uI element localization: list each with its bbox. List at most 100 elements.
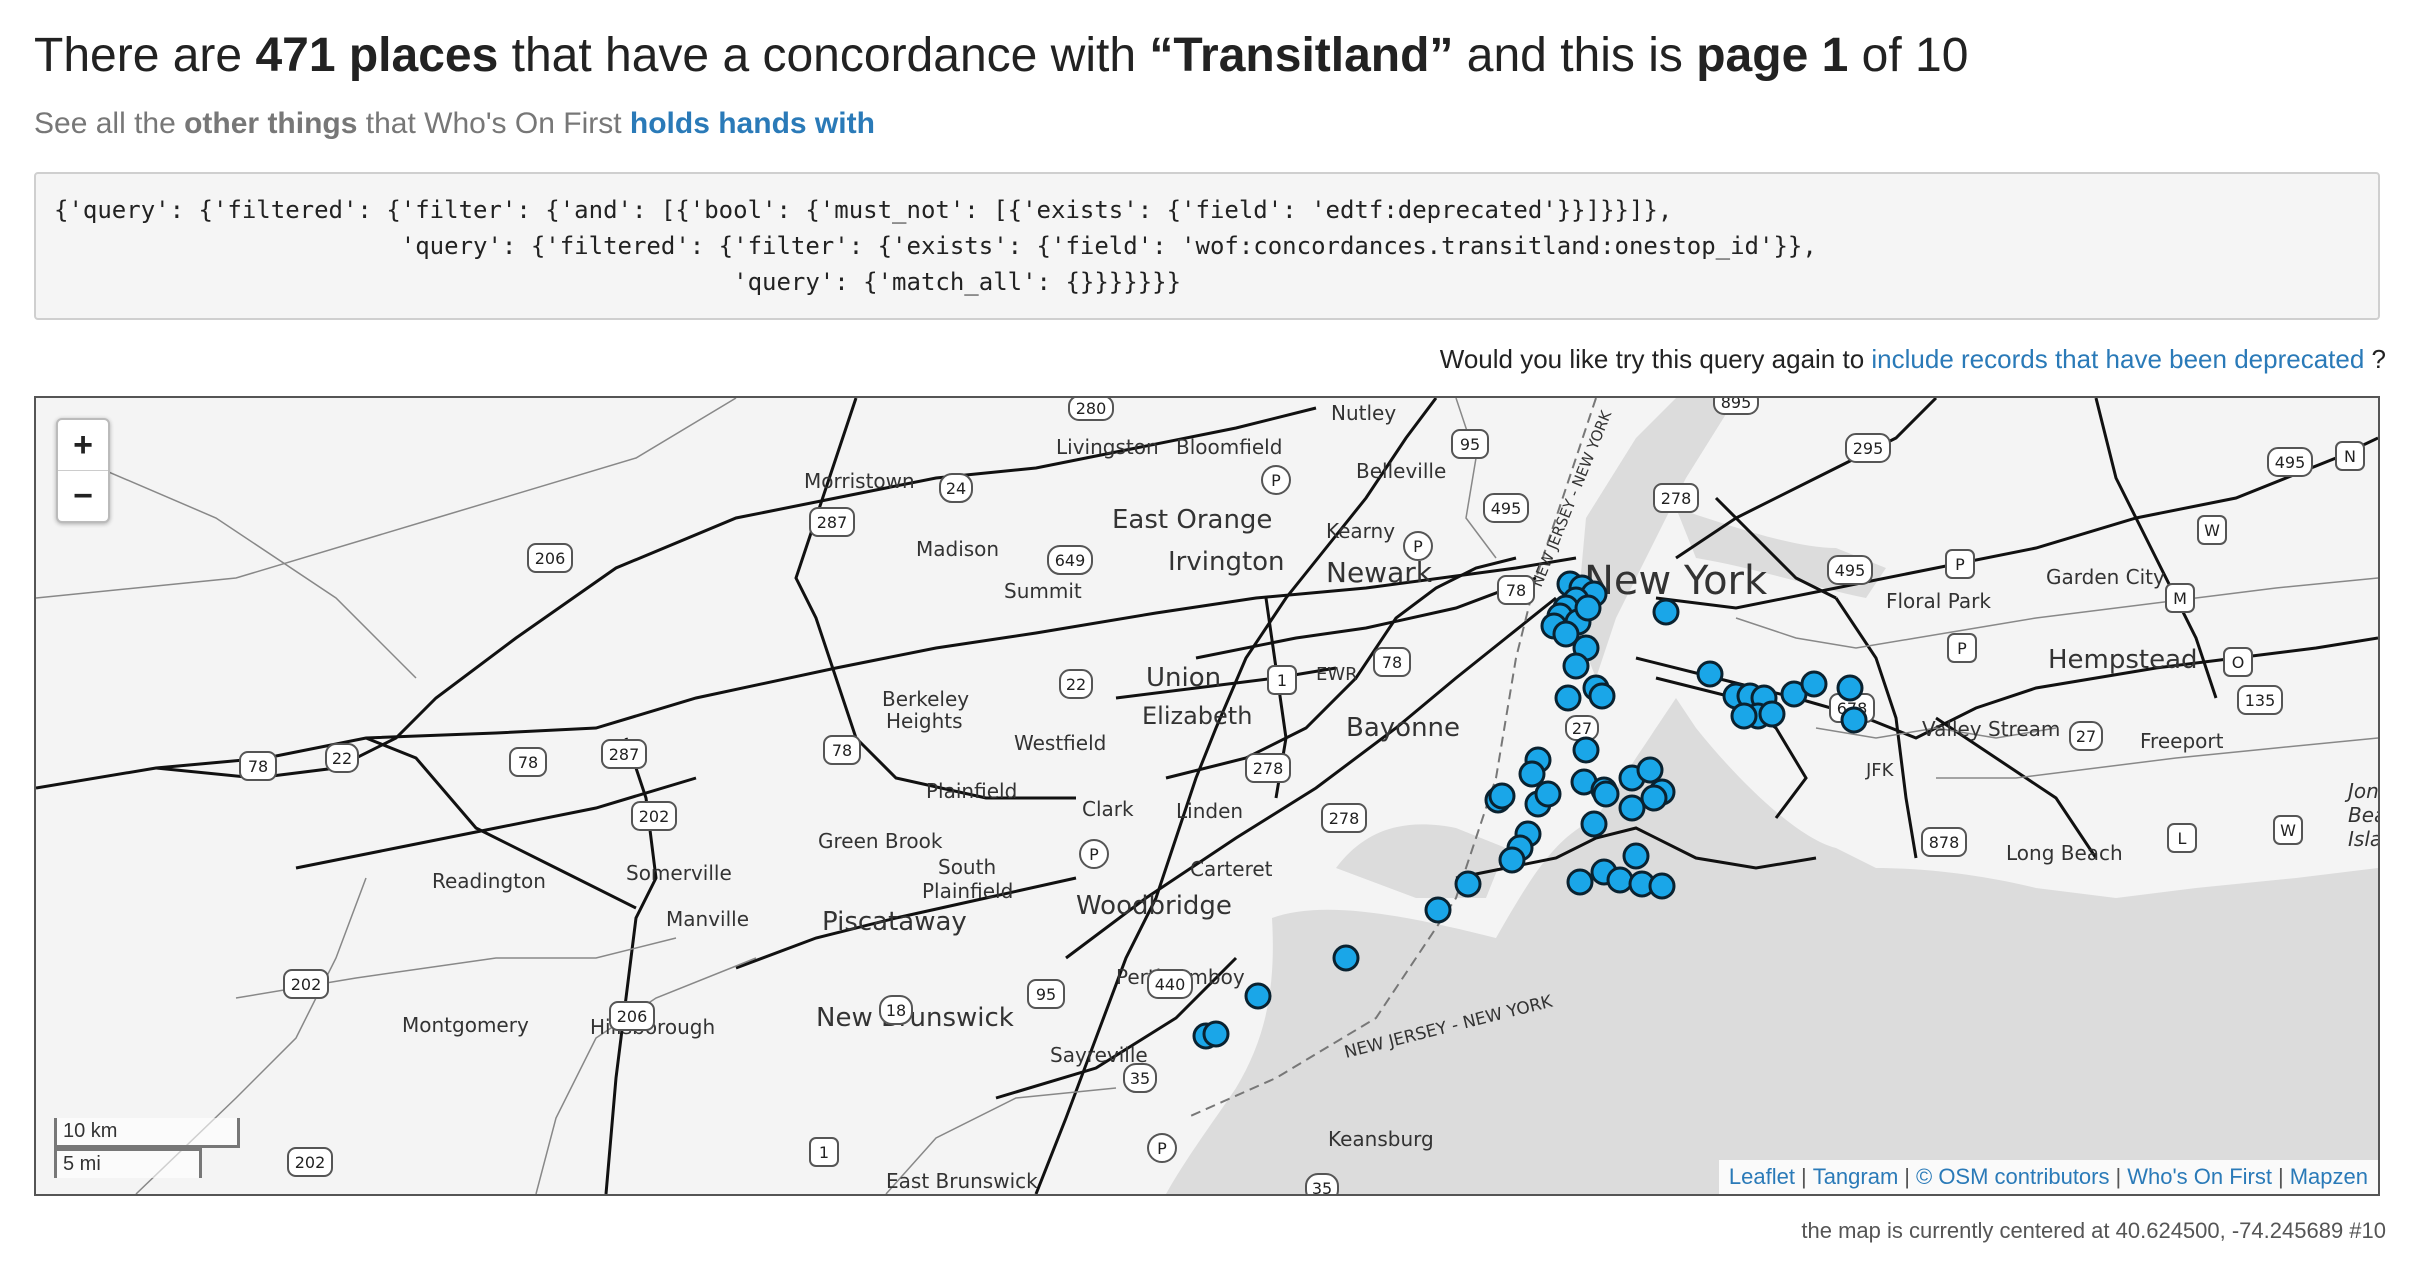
route-shield: 649 [1047,545,1093,575]
svg-text:287: 287 [609,745,640,764]
place-markers[interactable] [1192,570,1868,1050]
place-marker[interactable] [1648,872,1676,900]
svg-text:W: W [2204,521,2220,540]
place-marker[interactable] [1640,784,1668,812]
svg-text:649: 649 [1055,551,1086,570]
place-marker[interactable] [1574,594,1602,622]
map[interactable]: NEW JERSEY - NEW YORK NEW JERSEY - NEW Y… [34,396,2380,1196]
place-label: Bloomfield [1176,435,1282,459]
route-shield: 1 [1267,665,1297,695]
zoom-in-button[interactable]: + [73,426,93,464]
place-marker[interactable] [1562,652,1590,680]
place-label: Plainfield [922,879,1013,903]
place-label: Freeport [2140,729,2224,753]
route-shield: P [1079,839,1109,869]
place-marker[interactable] [1606,866,1634,894]
place-label: EWR [1316,664,1358,685]
subtitle: See all the other things that Who's On F… [34,104,875,144]
place-marker[interactable] [1534,780,1562,808]
route-shield: 22 [325,743,359,773]
route-shield: 280 [1068,398,1114,421]
place-labels: Nutley Livingston Bloomfield Belleville … [402,401,2378,1193]
place-marker[interactable] [1498,846,1526,874]
svg-text:202: 202 [639,807,670,826]
place-marker[interactable] [1424,896,1452,924]
place-marker[interactable] [1572,736,1600,764]
place-label: Long Beach [2006,841,2123,865]
place-marker[interactable] [1202,1020,1230,1048]
place-marker[interactable] [1636,756,1664,784]
route-shield: 1 [809,1137,839,1167]
place-marker[interactable] [1652,598,1680,626]
place-label: Readington [432,869,546,893]
title-text-3: and this is [1453,29,1697,82]
tangram-link[interactable]: Tangram [1812,1164,1899,1189]
mapzen-link[interactable]: Mapzen [2289,1164,2368,1189]
place-label: Montgomery [402,1013,529,1037]
route-shield: N [2335,441,2365,471]
place-marker[interactable] [1696,660,1724,688]
osm-link[interactable]: © OSM contributors [1916,1164,2110,1189]
place-marker[interactable] [1618,794,1646,822]
page-title: There are 471 places that have a concord… [34,26,1968,86]
place-label: Livingston [1056,435,1159,459]
route-shield: 78 [239,751,277,781]
leaflet-link[interactable]: Leaflet [1728,1164,1795,1189]
wof-link[interactable]: Who's On First [2127,1164,2272,1189]
route-shield: 202 [631,801,677,831]
scale-mi: 5 mi [54,1148,202,1178]
place-marker[interactable] [1622,842,1650,870]
zoom-out-button[interactable]: − [58,470,108,521]
place-marker[interactable] [1758,700,1786,728]
place-label: Valley Stream [1922,717,2060,741]
concordance-name: “Transitland” [1149,29,1454,82]
scale-km: 10 km [54,1118,240,1148]
place-label: Somerville [626,861,732,885]
svg-text:440: 440 [1155,975,1186,994]
include-deprecated-link[interactable]: include records that have been deprecate… [1871,344,2365,374]
map-tiles[interactable]: NEW JERSEY - NEW YORK NEW JERSEY - NEW Y… [36,398,2378,1194]
route-shield: 206 [527,543,573,573]
place-marker[interactable] [1730,702,1758,730]
route-shield: 287 [601,739,647,769]
place-marker[interactable] [1244,982,1272,1010]
place-marker[interactable] [1518,760,1546,788]
current-page: page 1 [1696,29,1849,82]
place-marker[interactable] [1800,670,1828,698]
route-shield: W [2273,815,2303,845]
route-shield: L [2167,823,2197,853]
place-label: East Brunswick [886,1169,1038,1193]
place-marker[interactable] [1332,944,1360,972]
retry-suffix: ? [2364,344,2386,374]
place-marker[interactable] [1592,780,1620,808]
place-marker[interactable] [1580,810,1608,838]
place-marker[interactable] [1836,674,1864,702]
place-count: 471 places [255,29,499,82]
place-marker[interactable] [1552,620,1580,648]
place-label: New York [1584,558,1768,604]
svg-text:35: 35 [1130,1069,1150,1088]
place-marker[interactable] [1554,684,1582,712]
place-label: South [938,855,996,879]
place-marker[interactable] [1588,682,1616,710]
place-label: Heights [886,709,963,733]
place-marker[interactable] [1454,870,1482,898]
place-label: Union [1146,663,1221,693]
route-shield: 440 [1147,969,1193,999]
svg-text:1: 1 [819,1143,829,1162]
route-shield: W [2197,515,2227,545]
route-shield: 878 [1921,827,1967,857]
route-shield: P [1403,531,1433,561]
holds-hands-with-link[interactable]: holds hands with [629,107,875,140]
route-shield: 278 [1653,483,1699,513]
route-shield: 95 [1027,979,1065,1009]
place-label: Bea [2348,803,2378,827]
place-label: Kearny [1326,519,1395,543]
place-marker[interactable] [1566,868,1594,896]
place-marker[interactable] [1840,706,1868,734]
svg-text:O: O [2232,653,2245,672]
place-label: JFK [1865,760,1895,781]
svg-text:95: 95 [1036,985,1056,1004]
place-label: Isla [2348,827,2378,851]
place-marker[interactable] [1488,782,1516,810]
